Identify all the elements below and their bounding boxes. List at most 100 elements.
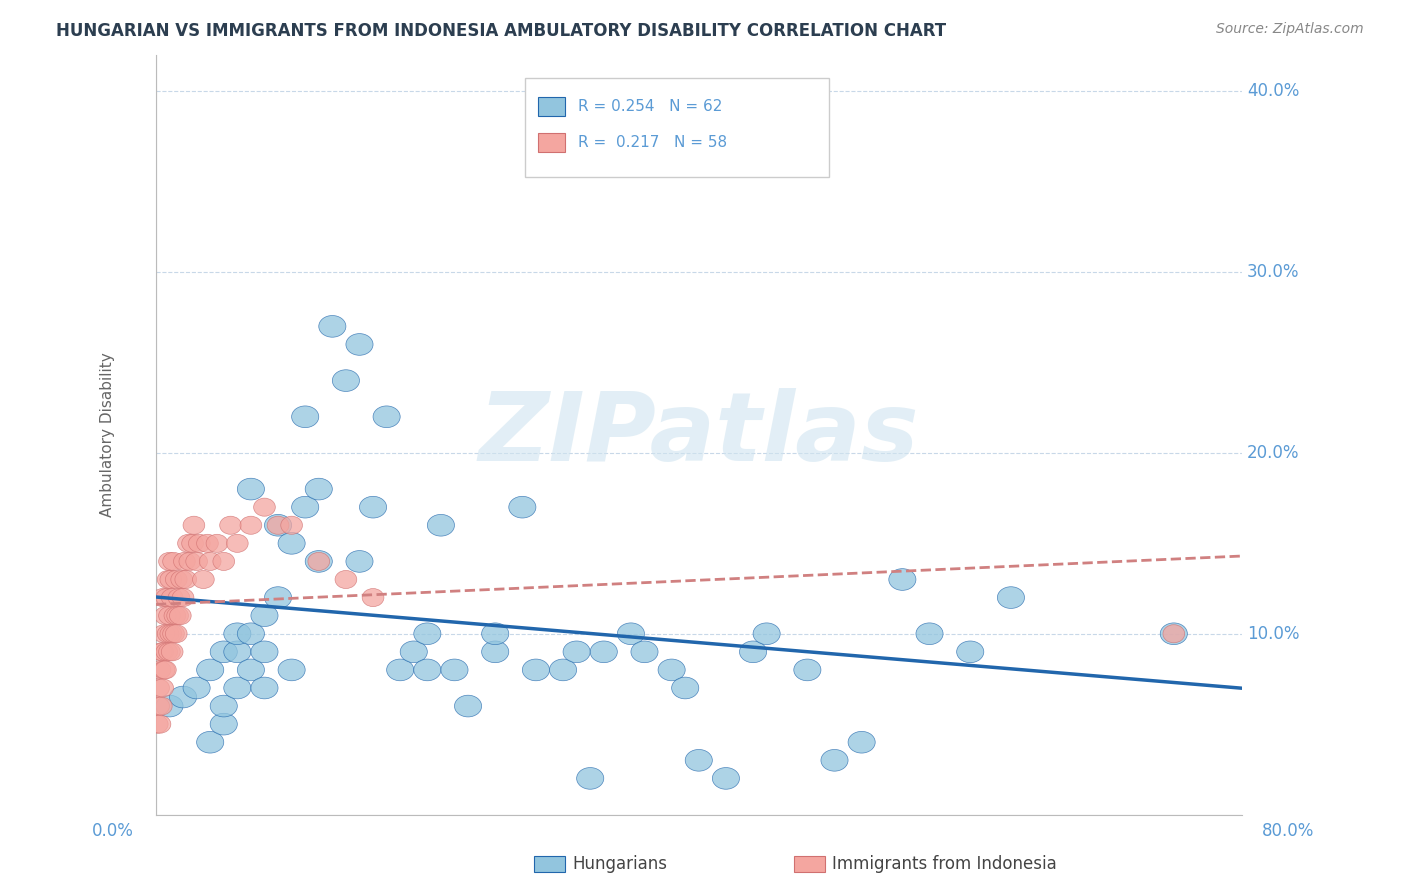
Ellipse shape <box>754 623 780 645</box>
Ellipse shape <box>281 516 302 534</box>
Ellipse shape <box>224 641 250 663</box>
Ellipse shape <box>160 624 181 643</box>
Ellipse shape <box>148 679 170 697</box>
Ellipse shape <box>250 641 278 663</box>
Ellipse shape <box>346 334 373 355</box>
Ellipse shape <box>264 587 291 608</box>
Ellipse shape <box>162 589 183 607</box>
Ellipse shape <box>159 643 180 661</box>
Ellipse shape <box>332 370 360 392</box>
Text: ZIPatlas: ZIPatlas <box>478 388 920 482</box>
Text: 80.0%: 80.0% <box>1263 822 1315 840</box>
Ellipse shape <box>413 623 441 645</box>
Ellipse shape <box>197 731 224 753</box>
Ellipse shape <box>238 623 264 645</box>
Ellipse shape <box>197 534 218 552</box>
Text: Immigrants from Indonesia: Immigrants from Indonesia <box>832 855 1057 873</box>
Ellipse shape <box>153 661 174 679</box>
Ellipse shape <box>165 607 186 624</box>
Ellipse shape <box>156 695 183 717</box>
Ellipse shape <box>163 552 184 571</box>
Ellipse shape <box>319 316 346 337</box>
Ellipse shape <box>209 695 238 717</box>
Ellipse shape <box>219 516 242 534</box>
Ellipse shape <box>152 679 173 697</box>
Ellipse shape <box>150 697 172 715</box>
Ellipse shape <box>193 571 214 589</box>
Ellipse shape <box>482 623 509 645</box>
Ellipse shape <box>174 571 197 589</box>
Ellipse shape <box>427 515 454 536</box>
Ellipse shape <box>179 552 201 571</box>
Text: 40.0%: 40.0% <box>1247 82 1299 100</box>
Ellipse shape <box>167 607 188 624</box>
Ellipse shape <box>181 534 204 552</box>
Ellipse shape <box>794 659 821 681</box>
Ellipse shape <box>238 478 264 500</box>
Ellipse shape <box>212 552 235 571</box>
Ellipse shape <box>146 715 169 733</box>
Ellipse shape <box>240 516 262 534</box>
Ellipse shape <box>454 695 482 717</box>
FancyBboxPatch shape <box>538 133 565 152</box>
Ellipse shape <box>172 589 194 607</box>
Ellipse shape <box>183 516 205 534</box>
Ellipse shape <box>889 569 915 591</box>
Ellipse shape <box>250 605 278 626</box>
Ellipse shape <box>267 516 288 534</box>
Ellipse shape <box>159 607 180 624</box>
Ellipse shape <box>170 607 191 624</box>
Ellipse shape <box>156 589 177 607</box>
Ellipse shape <box>305 478 332 500</box>
Ellipse shape <box>997 587 1025 608</box>
Ellipse shape <box>848 731 875 753</box>
Ellipse shape <box>149 661 170 679</box>
Ellipse shape <box>482 641 509 663</box>
Ellipse shape <box>740 641 766 663</box>
FancyBboxPatch shape <box>538 97 565 116</box>
Ellipse shape <box>149 715 170 733</box>
Ellipse shape <box>186 552 208 571</box>
Ellipse shape <box>658 659 685 681</box>
Ellipse shape <box>441 659 468 681</box>
Ellipse shape <box>291 496 319 518</box>
Ellipse shape <box>163 624 184 643</box>
Ellipse shape <box>150 643 172 661</box>
Ellipse shape <box>159 552 180 571</box>
Ellipse shape <box>170 686 197 708</box>
Ellipse shape <box>160 571 181 589</box>
Text: Ambulatory Disability: Ambulatory Disability <box>100 352 114 517</box>
Ellipse shape <box>1163 624 1185 643</box>
Ellipse shape <box>278 533 305 554</box>
Ellipse shape <box>209 714 238 735</box>
Ellipse shape <box>373 406 401 427</box>
Ellipse shape <box>157 571 179 589</box>
Ellipse shape <box>148 697 170 715</box>
Ellipse shape <box>253 498 276 516</box>
Ellipse shape <box>170 571 193 589</box>
Ellipse shape <box>169 589 190 607</box>
Text: Source: ZipAtlas.com: Source: ZipAtlas.com <box>1216 22 1364 37</box>
Ellipse shape <box>562 641 591 663</box>
Ellipse shape <box>305 550 332 573</box>
Ellipse shape <box>197 659 224 681</box>
Ellipse shape <box>291 406 319 427</box>
Ellipse shape <box>672 677 699 698</box>
Ellipse shape <box>264 515 291 536</box>
Ellipse shape <box>152 643 173 661</box>
Ellipse shape <box>224 623 250 645</box>
Ellipse shape <box>155 661 176 679</box>
Text: Hungarians: Hungarians <box>572 855 668 873</box>
Ellipse shape <box>183 677 209 698</box>
Ellipse shape <box>226 534 249 552</box>
Ellipse shape <box>591 641 617 663</box>
Ellipse shape <box>188 534 209 552</box>
Text: R =  0.217   N = 58: R = 0.217 N = 58 <box>578 135 727 150</box>
Text: 0.0%: 0.0% <box>91 822 134 840</box>
Ellipse shape <box>166 624 187 643</box>
Ellipse shape <box>360 496 387 518</box>
Ellipse shape <box>550 659 576 681</box>
Ellipse shape <box>224 677 250 698</box>
Ellipse shape <box>713 767 740 789</box>
Ellipse shape <box>156 643 177 661</box>
